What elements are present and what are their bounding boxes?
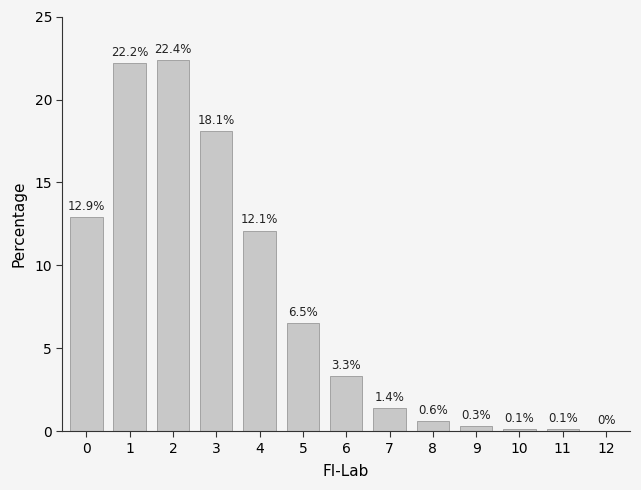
Bar	[460, 426, 492, 431]
Text: 1.4%: 1.4%	[374, 391, 404, 404]
Bar	[200, 131, 233, 431]
Text: 0.1%: 0.1%	[504, 413, 535, 425]
Bar	[287, 323, 319, 431]
Text: 22.2%: 22.2%	[111, 46, 148, 59]
Y-axis label: Percentage: Percentage	[11, 181, 26, 267]
X-axis label: FI-Lab: FI-Lab	[323, 464, 369, 479]
Text: 6.5%: 6.5%	[288, 306, 318, 319]
Bar	[330, 376, 362, 431]
Text: 0%: 0%	[597, 414, 615, 427]
Text: 0.3%: 0.3%	[462, 409, 491, 422]
Bar	[113, 63, 146, 431]
Text: 0.6%: 0.6%	[418, 404, 447, 417]
Bar	[244, 230, 276, 431]
Text: 18.1%: 18.1%	[197, 114, 235, 127]
Bar	[503, 429, 536, 431]
Bar	[417, 421, 449, 431]
Text: 12.1%: 12.1%	[241, 213, 278, 226]
Bar	[547, 429, 579, 431]
Text: 12.9%: 12.9%	[67, 200, 105, 213]
Text: 22.4%: 22.4%	[154, 43, 192, 55]
Text: 0.1%: 0.1%	[548, 413, 578, 425]
Bar	[70, 217, 103, 431]
Bar	[156, 60, 189, 431]
Bar	[373, 408, 406, 431]
Text: 3.3%: 3.3%	[331, 359, 361, 372]
